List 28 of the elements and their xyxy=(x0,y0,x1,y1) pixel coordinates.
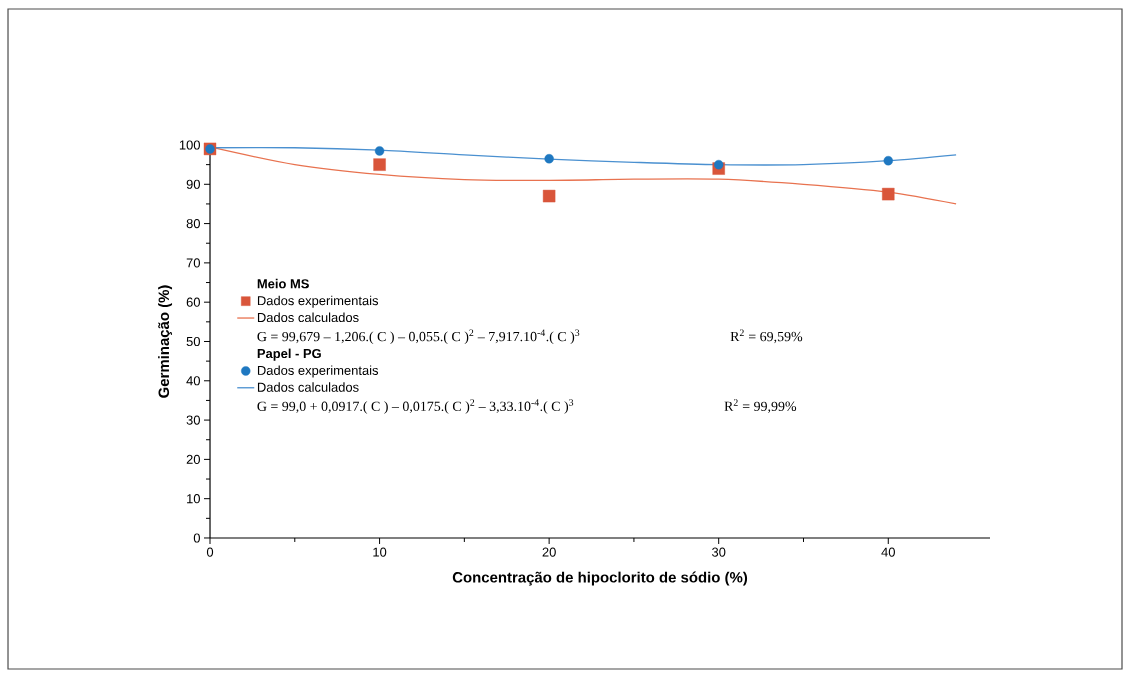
legend-label: Dados calculados xyxy=(257,312,359,323)
y-tick-label: 80 xyxy=(186,219,200,229)
y-tick-label: 60 xyxy=(186,297,200,307)
x-tick-label: 0 xyxy=(206,547,214,557)
x-tick-label: 40 xyxy=(881,547,895,557)
y-tick-label: 100 xyxy=(179,140,200,150)
y-tick-label: 30 xyxy=(186,415,200,425)
x-axis-title: Concentração de hipoclorito de sódio (%) xyxy=(452,571,748,586)
y-axis-title: Germinação (%) xyxy=(158,285,173,398)
y-tick-label: 50 xyxy=(186,336,200,347)
annotation: G = 99,0 + 0,0917.( C ) – 0,0175.( C )$^{2}$ – 3,33.10$^{-4}$.( C )$^{3}$ xyxy=(257,399,574,414)
annotation: Papel - PG xyxy=(257,348,321,361)
annotation: R$^{2}$ = 69,59% xyxy=(730,329,803,344)
y-tick-label: 90 xyxy=(186,179,200,189)
y-tick-label: 20 xyxy=(186,454,200,464)
annotation: R$^{2}$ = 99,99% xyxy=(724,399,797,414)
legend-label: Dados calculados xyxy=(257,382,359,392)
x-tick-label: 30 xyxy=(712,547,726,557)
y-tick-label: 10 xyxy=(187,494,200,504)
legend-label: Dados experimentais xyxy=(257,365,379,378)
annotation: Meio MS xyxy=(257,278,309,289)
annotation: G = 99,679 – 1,206.( C ) – 0,055.( C )$^{2}$ – 7,917.10$^{-4}$.( C )$^{3}$ xyxy=(257,329,580,345)
legend-label: Dados experimentais xyxy=(257,295,379,308)
x-tick-label: 10 xyxy=(373,547,387,557)
y-tick-label: 70 xyxy=(186,258,200,268)
y-tick-label: 0 xyxy=(193,533,200,543)
y-tick-label: 40 xyxy=(186,376,200,386)
x-tick-label: 20 xyxy=(542,547,556,557)
